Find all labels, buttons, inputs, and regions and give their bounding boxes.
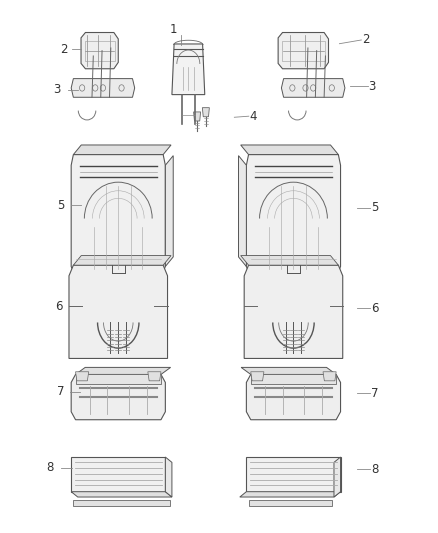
- Text: 4: 4: [249, 110, 257, 123]
- Polygon shape: [202, 108, 209, 117]
- Polygon shape: [71, 78, 135, 97]
- Polygon shape: [238, 156, 246, 266]
- Text: 5: 5: [371, 201, 378, 214]
- Text: 6: 6: [55, 300, 63, 313]
- Polygon shape: [76, 372, 88, 381]
- Polygon shape: [76, 374, 161, 384]
- Text: 6: 6: [371, 302, 378, 314]
- Polygon shape: [81, 33, 118, 69]
- Polygon shape: [334, 457, 341, 497]
- Polygon shape: [323, 372, 336, 381]
- Polygon shape: [281, 78, 345, 97]
- Text: 2: 2: [60, 43, 67, 55]
- Polygon shape: [71, 491, 172, 497]
- Polygon shape: [246, 374, 341, 420]
- Text: 8: 8: [47, 462, 54, 474]
- Polygon shape: [148, 372, 161, 381]
- Polygon shape: [244, 265, 343, 358]
- Polygon shape: [240, 491, 341, 497]
- Polygon shape: [71, 155, 166, 272]
- Polygon shape: [251, 372, 264, 381]
- Text: 3: 3: [369, 80, 376, 93]
- Polygon shape: [240, 255, 338, 265]
- Polygon shape: [69, 265, 167, 358]
- Text: 7: 7: [57, 385, 64, 398]
- Polygon shape: [172, 44, 205, 95]
- Text: 8: 8: [371, 463, 378, 475]
- Text: 3: 3: [53, 83, 60, 96]
- Polygon shape: [71, 374, 166, 420]
- Polygon shape: [278, 33, 328, 69]
- Polygon shape: [194, 112, 201, 121]
- Polygon shape: [166, 156, 173, 266]
- Polygon shape: [240, 145, 338, 155]
- Polygon shape: [74, 255, 171, 265]
- Polygon shape: [71, 457, 166, 491]
- Polygon shape: [166, 457, 172, 497]
- Polygon shape: [246, 457, 341, 491]
- Text: 2: 2: [362, 34, 370, 46]
- Text: 5: 5: [57, 199, 64, 212]
- Polygon shape: [251, 374, 336, 384]
- Polygon shape: [246, 155, 341, 272]
- Polygon shape: [74, 500, 170, 505]
- Text: 1: 1: [170, 23, 177, 36]
- Polygon shape: [241, 367, 336, 374]
- Text: 7: 7: [371, 387, 378, 400]
- Polygon shape: [249, 500, 332, 505]
- Polygon shape: [76, 367, 170, 374]
- Polygon shape: [74, 145, 171, 155]
